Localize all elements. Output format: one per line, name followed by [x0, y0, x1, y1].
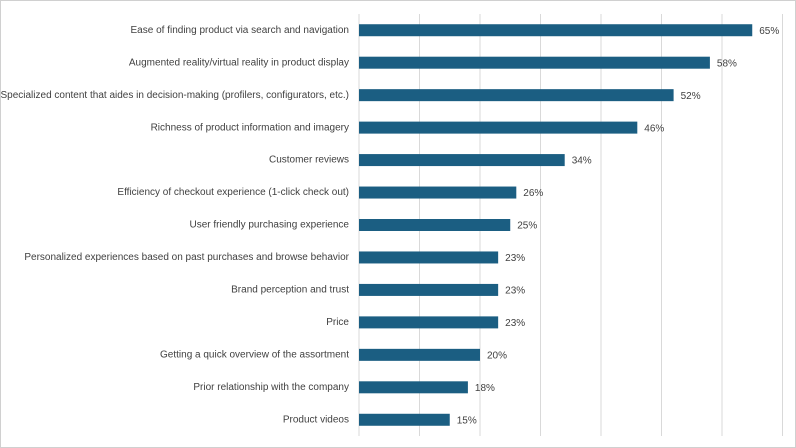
y-tick-label: Specialized content that aides in decisi…	[0, 90, 349, 101]
bar	[359, 283, 499, 296]
bar	[359, 251, 499, 264]
bar	[359, 121, 638, 134]
data-label: 20%	[487, 350, 507, 361]
data-label: 65%	[759, 26, 779, 37]
bar	[359, 89, 674, 102]
data-label: 23%	[505, 253, 525, 264]
y-tick-label: Product videos	[283, 414, 349, 425]
data-label: 23%	[505, 318, 525, 329]
data-label: 46%	[644, 123, 664, 134]
data-label: 25%	[517, 221, 537, 232]
bar	[359, 154, 565, 167]
bar	[359, 219, 511, 231]
y-tick-label: Augmented reality/virtual reality in pro…	[129, 57, 349, 68]
data-label: 26%	[523, 188, 543, 199]
y-tick-label: Ease of finding product via search and n…	[131, 25, 349, 36]
bar	[359, 186, 517, 199]
y-tick-label: Price	[326, 317, 349, 328]
bar	[359, 56, 710, 69]
data-label: 52%	[681, 91, 701, 102]
y-tick-label: Richness of product information and imag…	[151, 122, 349, 133]
y-tick-label: Personalized experiences based on past p…	[24, 252, 349, 263]
bar	[359, 381, 468, 394]
data-label: 15%	[457, 415, 477, 426]
y-tick-label: User friendly purchasing experience	[189, 220, 349, 231]
bar	[359, 24, 753, 37]
bar	[359, 348, 480, 361]
data-label: 18%	[475, 383, 495, 394]
y-tick-label: Efficiency of checkout experience (1-cli…	[117, 187, 349, 198]
data-label: 34%	[572, 156, 592, 167]
bar	[359, 316, 499, 329]
y-tick-label: Prior relationship with the company	[193, 382, 349, 393]
data-label: 23%	[505, 286, 525, 297]
bar	[359, 413, 450, 426]
data-label: 58%	[717, 58, 737, 69]
y-tick-label: Getting a quick overview of the assortme…	[160, 349, 349, 360]
y-tick-label: Customer reviews	[269, 155, 349, 166]
y-tick-label: Brand perception and trust	[231, 285, 349, 296]
